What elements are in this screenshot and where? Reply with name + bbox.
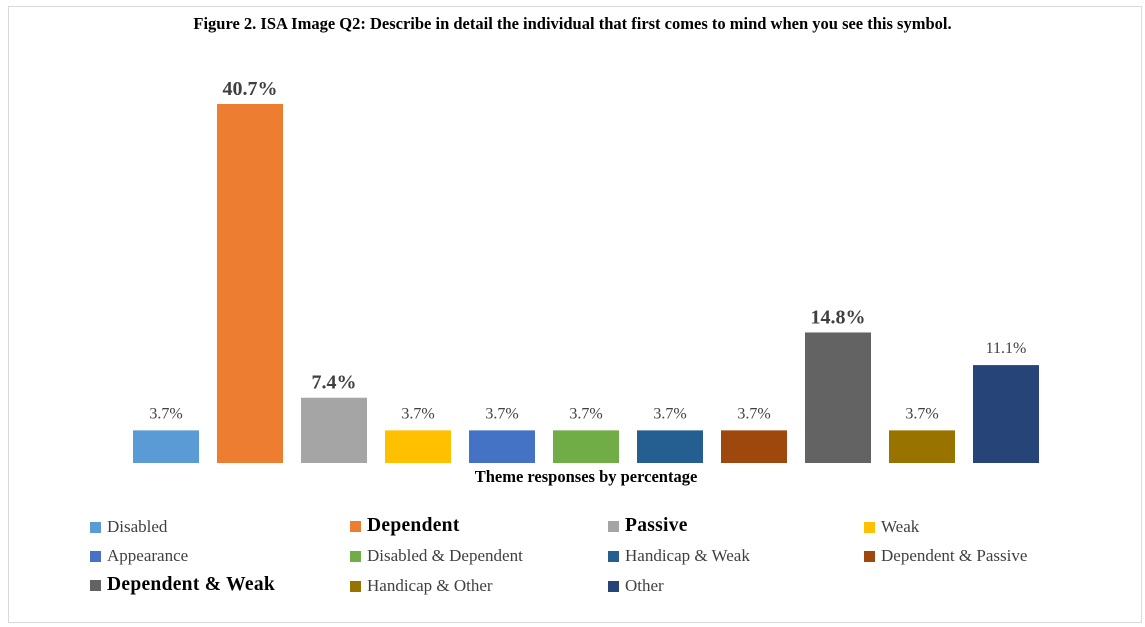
x-axis-label: Theme responses by percentage (474, 467, 698, 486)
bar-handicap-weak (637, 430, 703, 463)
data-label: 3.7% (737, 405, 770, 422)
bar-dependent (217, 104, 283, 463)
bar-dependent-passive (721, 430, 787, 463)
data-labels-group: 3.7% 40.7% 7.4% 3.7% 3.7% 3.7% 3.7% 3.7% 14.8% 3.… (149, 78, 1026, 422)
data-label: 3.7% (653, 405, 686, 422)
data-label: 14.8% (811, 306, 866, 328)
data-label: 11.1% (986, 340, 1027, 357)
data-label: 40.7% (223, 78, 278, 100)
data-label: 7.4% (312, 372, 357, 394)
bar-weak (385, 430, 451, 463)
bar-disabled (133, 430, 199, 463)
data-label: 3.7% (569, 405, 602, 422)
bars-group (133, 104, 1039, 463)
bar-dependent-weak (805, 332, 871, 463)
data-label: 3.7% (149, 405, 182, 422)
bar-appearance (469, 430, 535, 463)
bar-other (973, 365, 1039, 463)
bar-disabled-dependent (553, 430, 619, 463)
chart-title: Figure 2. ISA Image Q2: Describe in deta… (193, 14, 952, 33)
data-label: 3.7% (905, 405, 938, 422)
data-label: 3.7% (401, 405, 434, 422)
bar-passive (301, 397, 367, 463)
data-label: 3.7% (485, 405, 518, 422)
bar-handicap-other (889, 430, 955, 463)
chart-frame (8, 6, 1142, 623)
